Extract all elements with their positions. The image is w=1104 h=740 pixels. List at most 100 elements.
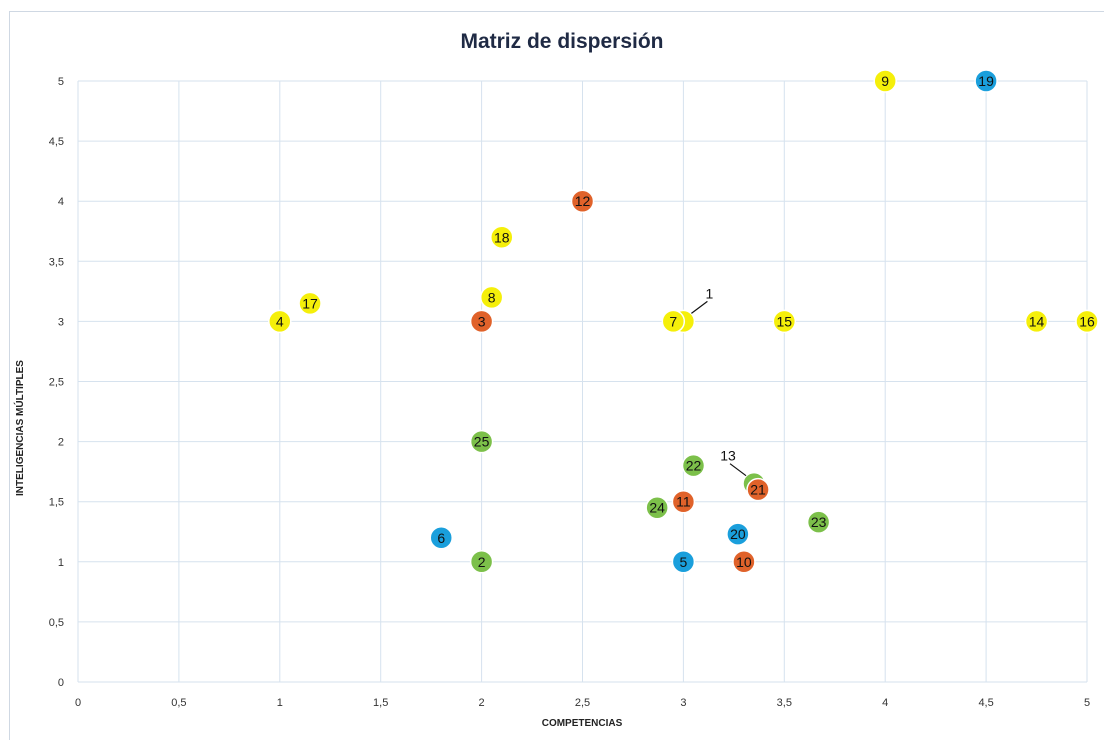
data-point-21: 21 [746,477,770,502]
data-point-5: 5 [671,550,696,574]
y-tick-labels: 0 0,5 1 1,5 2 2,5 3 3,5 4 4,5 5 [49,76,64,689]
x-tick-label: 1 [277,697,283,709]
x-tick-label: 1,5 [373,697,388,709]
point-marker [681,453,706,478]
data-point-2: 2 [469,550,494,574]
data-point-3: 3 [469,309,494,334]
point-label: 5 [680,554,688,570]
point-label: 17 [302,295,318,311]
callout-line [691,300,708,314]
point-marker [671,550,696,574]
point-marker [469,309,494,334]
point-marker [772,309,797,334]
point-marker [469,550,494,574]
y-tick-label: 3 [58,316,64,328]
y-tick-label: 0,5 [49,617,64,629]
point-label: 15 [777,313,793,329]
x-tick-label: 2 [479,697,485,709]
point-label: 25 [474,434,490,450]
point-label: 1 [706,285,714,301]
point-label: 18 [494,229,510,245]
point-label: 3 [478,313,486,329]
point-marker [479,285,504,310]
point-marker [570,189,595,213]
point-marker [1024,309,1049,334]
data-point-25: 25 [469,429,494,454]
point-marker [806,510,831,534]
x-tick-label: 4,5 [978,697,993,709]
data-point-7: 7 [661,309,686,334]
point-label: 24 [649,500,665,516]
data-point-9: 9 [873,69,897,93]
point-label: 22 [686,458,702,474]
data-point-17: 17 [298,291,322,316]
x-tick-label: 5 [1084,697,1090,709]
point-marker [726,522,750,546]
y-tick-label: 0 [58,677,64,689]
data-point-18: 18 [490,225,514,250]
x-tick-label: 2,5 [575,697,590,709]
point-marker [429,526,453,550]
x-tick-label: 4 [882,697,888,709]
data-point-4: 4 [268,309,292,334]
y-tick-label: 1,5 [49,497,64,509]
point-label: 4 [276,313,284,329]
y-tick-label: 2,5 [49,377,64,389]
point-label: 21 [750,482,766,498]
callout-line [729,463,747,477]
data-point-6: 6 [429,526,453,550]
point-marker [1075,309,1099,334]
point-label: 6 [437,530,445,546]
chart-frame [9,11,1104,740]
point-label: 14 [1029,313,1045,329]
y-tick-label: 1 [58,557,64,569]
point-marker [298,291,322,316]
point-marker [671,489,696,514]
point-label: 20 [730,526,746,542]
data-point-24: 24 [645,495,669,520]
grid-layer [77,80,1088,683]
point-marker [974,69,998,93]
point-marker [873,69,897,93]
data-point-20: 20 [726,522,750,546]
y-tick-label: 5 [58,76,64,88]
point-label: 13 [720,448,736,464]
point-marker [490,225,514,250]
y-tick-label: 3,5 [49,256,64,268]
data-point-23: 23 [806,510,831,534]
x-tick-label: 3,5 [777,697,792,709]
data-point-12: 12 [570,189,595,213]
data-point-8: 8 [479,285,504,310]
y-tick-label: 4,5 [49,136,64,148]
data-point-11: 11 [671,489,696,514]
data-point-16: 16 [1075,309,1099,334]
x-tick-label: 0 [75,697,81,709]
y-tick-label: 4 [58,196,64,208]
data-point-19: 19 [974,69,998,93]
data-point-10: 10 [732,550,756,574]
x-tick-label: 0,5 [171,697,186,709]
point-label: 19 [978,73,994,89]
point-label: 11 [676,494,691,510]
data-point-22: 22 [681,453,706,478]
chart-title: Matriz de dispersión [460,30,663,53]
x-tick-labels: 0 0,5 1 1,5 2 2,5 3 3,5 4 4,5 5 [75,697,1090,709]
x-tick-label: 3 [680,697,686,709]
data-point-15: 15 [772,309,797,334]
point-label: 23 [811,514,827,530]
data-point-14: 14 [1024,309,1049,334]
point-label: 16 [1079,313,1095,329]
point-marker [661,309,686,334]
point-label: 10 [736,554,752,570]
point-label: 2 [478,554,486,570]
y-axis-label: INTELIGENCIAS MÚLTIPLES [13,360,26,496]
point-label: 9 [881,73,889,89]
point-label: 12 [575,193,591,209]
y-tick-label: 2 [58,437,64,449]
point-marker [645,495,669,520]
point-marker [732,550,756,574]
point-marker [746,477,770,502]
point-marker [469,429,494,454]
